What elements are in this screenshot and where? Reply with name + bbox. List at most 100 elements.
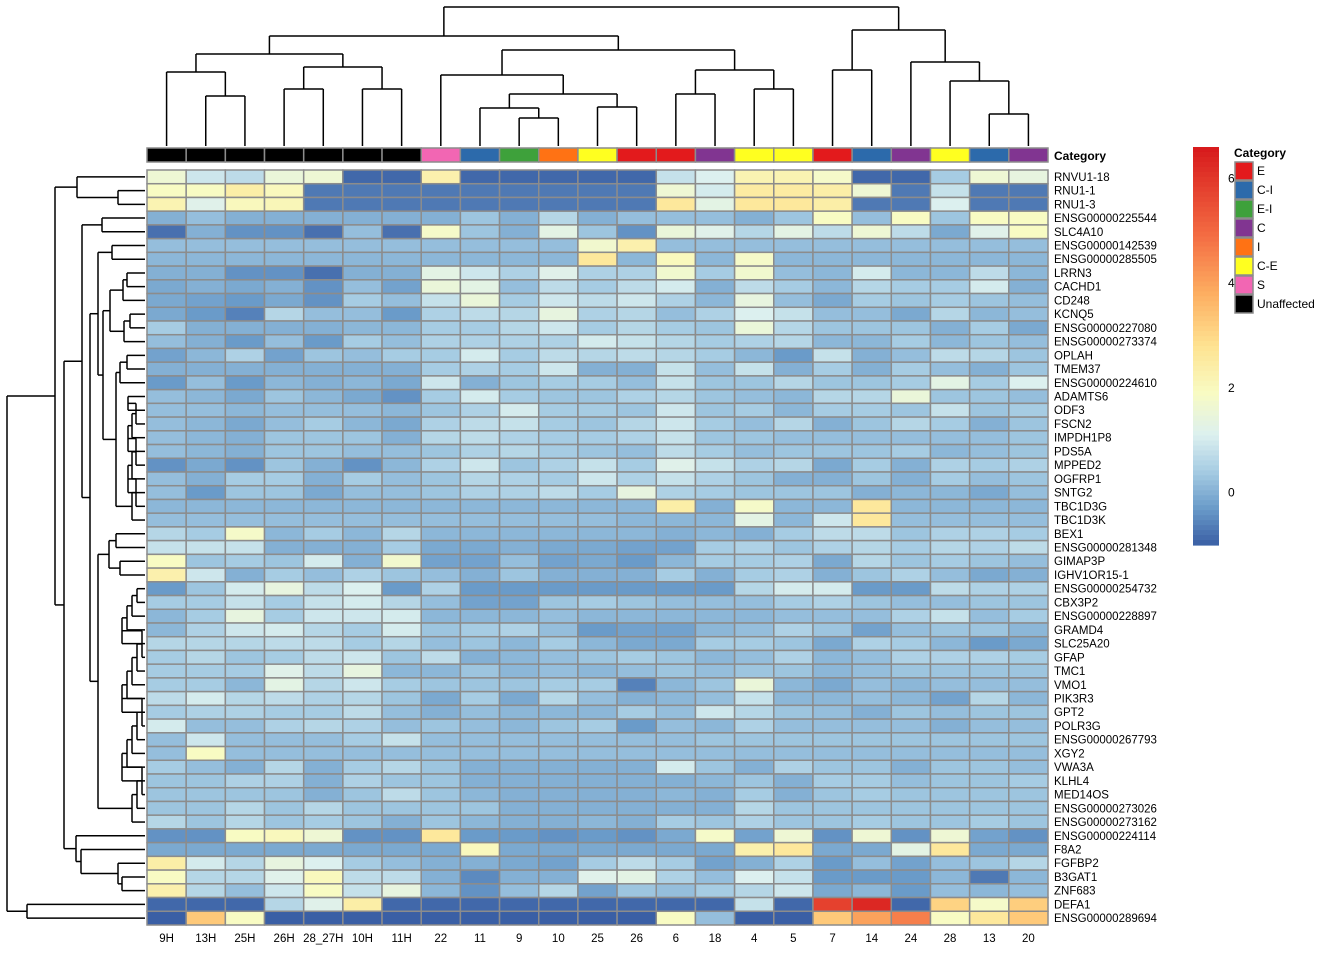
colorbar-segment [1193, 221, 1219, 228]
heatmap-cell [773, 430, 814, 446]
heatmap-cell [694, 539, 736, 556]
heatmap-cell [968, 237, 1010, 254]
heatmap-cell [185, 567, 227, 583]
heatmap-cell [302, 567, 344, 583]
legend-swatch [1234, 218, 1254, 238]
category-cell [146, 147, 187, 163]
heatmap-cell [185, 526, 227, 542]
heatmap-cell [929, 292, 971, 309]
heatmap-cell [381, 635, 422, 652]
heatmap-cell [890, 786, 932, 803]
heatmap-cell [968, 786, 1010, 803]
heatmap-cell [773, 306, 814, 322]
colorbar-segment [1193, 385, 1219, 392]
heatmap-cell [968, 594, 1010, 611]
heatmap-cell [420, 182, 462, 199]
heatmap-cell [146, 196, 187, 212]
heatmap-cell [890, 732, 932, 748]
heatmap-cell [420, 375, 462, 391]
heatmap-cell [1008, 690, 1049, 707]
column-label: 5 [790, 933, 796, 945]
row-label: SNTG2 [1054, 488, 1092, 500]
heatmap-cell [302, 677, 344, 693]
heatmap-cell [263, 869, 305, 885]
heatmap-cell [733, 567, 775, 583]
heatmap-cell [616, 677, 658, 693]
heatmap-cell [851, 484, 893, 501]
heatmap-cell [1008, 347, 1049, 363]
heatmap-cell [655, 622, 697, 638]
heatmap-cell [694, 320, 736, 336]
heatmap-cell [577, 526, 618, 542]
heatmap-cell [616, 622, 658, 638]
heatmap-cell [420, 361, 462, 377]
heatmap-cell [1008, 828, 1049, 844]
heatmap-cell [929, 663, 971, 679]
heatmap-cell [929, 361, 971, 377]
category-legend: Category E C-I E-I CI C-E S Unaffected [1234, 146, 1315, 314]
heatmap-cell [263, 169, 305, 185]
heatmap-cell [616, 539, 658, 556]
heatmap-cell [655, 718, 697, 734]
heatmap-cell [537, 512, 579, 528]
heatmap-cell [185, 402, 227, 418]
heatmap-cell [224, 498, 266, 514]
heatmap-cell [577, 828, 618, 844]
colorbar-segment [1193, 390, 1219, 397]
row-label: ENSG00000273374 [1054, 337, 1158, 349]
heatmap-cell [185, 759, 227, 775]
heatmap-cell [577, 169, 618, 185]
heatmap-cell [577, 883, 618, 899]
heatmap-cell [498, 677, 540, 693]
row-label: CACHD1 [1054, 282, 1101, 294]
heatmap-cell [420, 539, 462, 556]
heatmap-cell [655, 581, 697, 597]
colorbar-segment [1193, 350, 1219, 357]
heatmap-cell [577, 484, 618, 501]
colorbar-segment [1193, 147, 1219, 153]
heatmap-cell [498, 512, 540, 528]
heatmap-cell [420, 251, 462, 267]
heatmap-cell [185, 814, 227, 830]
heatmap-cell [812, 649, 853, 665]
heatmap-cell [851, 718, 893, 734]
heatmap-cell [381, 443, 422, 460]
heatmap-cell [851, 224, 893, 240]
heatmap-cell [616, 402, 658, 418]
row-label: RNVU1-18 [1054, 172, 1110, 184]
heatmap-cell [498, 361, 540, 377]
heatmap-cell [302, 361, 344, 377]
heatmap-cell [146, 430, 187, 446]
heatmap-cell [459, 910, 501, 926]
heatmap-cell [146, 594, 187, 611]
heatmap-cell [342, 732, 383, 748]
heatmap-cell [929, 182, 971, 199]
row-label: ENSG00000285505 [1054, 254, 1157, 266]
row-label: LRRN3 [1054, 268, 1092, 280]
heatmap-cell [459, 800, 501, 816]
heatmap-cell [342, 594, 383, 611]
heatmap-cell [694, 690, 736, 707]
heatmap-cell [929, 265, 971, 281]
colorbar-segment [1193, 236, 1219, 243]
heatmap-cell [1008, 622, 1049, 638]
heatmap-cell [302, 622, 344, 638]
heatmap-cell [812, 265, 853, 281]
heatmap-cell [851, 814, 893, 830]
heatmap-cell [812, 292, 853, 309]
heatmap-cell [851, 388, 893, 405]
heatmap-cell [773, 635, 814, 652]
heatmap-cell [146, 677, 187, 693]
heatmap-cell [812, 690, 853, 707]
heatmap-cell [185, 375, 227, 391]
category-cell [224, 147, 266, 163]
heatmap-cell [655, 265, 697, 281]
heatmap-cell [812, 210, 853, 226]
heatmap-cell [929, 306, 971, 322]
category-cell [929, 147, 971, 163]
heatmap-cell [342, 773, 383, 789]
heatmap-cell [381, 594, 422, 611]
legend-swatch [1234, 256, 1254, 276]
heatmap-cell [224, 430, 266, 446]
heatmap-cell [773, 457, 814, 473]
